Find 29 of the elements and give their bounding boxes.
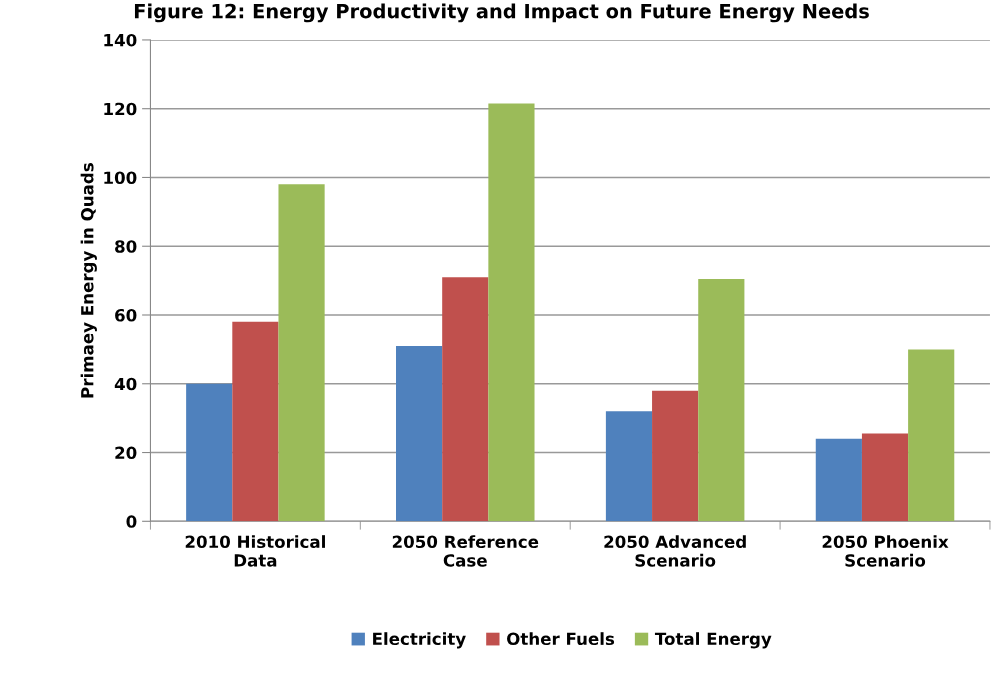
x-tick-label: 2050 Advanced Scenario bbox=[604, 535, 746, 567]
bar bbox=[815, 438, 862, 522]
bar bbox=[698, 278, 745, 522]
y-tick-label: 100 bbox=[104, 171, 137, 185]
y-tick-label: 60 bbox=[115, 308, 137, 322]
bar bbox=[652, 390, 699, 522]
bar bbox=[396, 345, 443, 522]
chart-title: Figure 12: Energy Productivity and Impact on Future Energy Needs bbox=[134, 3, 869, 23]
bar bbox=[278, 184, 325, 522]
y-tick-label: 140 bbox=[104, 33, 137, 47]
legend-label: Electricity bbox=[373, 632, 466, 649]
x-tick-label: 2010 Historical Data bbox=[185, 535, 325, 567]
legend-label: Total Energy bbox=[654, 632, 772, 649]
bar bbox=[232, 321, 279, 522]
bar bbox=[488, 103, 535, 522]
bar bbox=[442, 277, 489, 522]
x-tick-label: 2050 Phoenix Scenario bbox=[822, 535, 949, 567]
y-tick-label: 40 bbox=[114, 377, 137, 391]
bar bbox=[605, 411, 653, 522]
y-tick-label: 80 bbox=[115, 240, 137, 253]
y-tick-label: 120 bbox=[104, 102, 137, 116]
bar bbox=[861, 433, 909, 522]
y-tick-label: 0 bbox=[126, 515, 137, 528]
bar bbox=[186, 383, 233, 522]
x-tick-label: 2050 Reference Case bbox=[392, 535, 539, 567]
y-tick-label: 20 bbox=[115, 446, 137, 460]
y-axis-title: Primaey Energy in Quads bbox=[80, 163, 97, 398]
legend-label: Other Fuels bbox=[507, 632, 615, 646]
bar bbox=[908, 349, 955, 522]
